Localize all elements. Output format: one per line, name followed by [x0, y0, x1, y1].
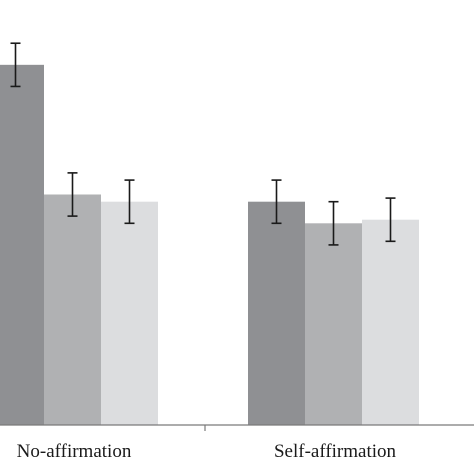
bar-series1-cat1 — [0, 64, 44, 425]
category-label-self-affirmation: Self-affirmation — [274, 441, 397, 462]
bar-series3-cat2 — [362, 219, 419, 425]
bars-layer — [0, 64, 419, 425]
bar-series3-cat1 — [101, 201, 158, 425]
error-bar-series2-cat1 — [67, 172, 78, 217]
error-bars-layer — [10, 42, 396, 246]
error-bar-series1-cat2 — [271, 179, 282, 225]
bar-series2-cat1 — [44, 194, 101, 425]
error-bar-series3-cat2 — [385, 197, 396, 243]
error-bar-series3-cat1 — [124, 179, 135, 225]
error-bar-series2-cat2 — [328, 200, 339, 246]
bar-series2-cat2 — [305, 223, 362, 425]
bar-series1-cat2 — [248, 201, 305, 425]
category-label-no-affirmation: No-affirmation — [17, 441, 132, 462]
error-bar-series1-cat1 — [10, 42, 21, 88]
